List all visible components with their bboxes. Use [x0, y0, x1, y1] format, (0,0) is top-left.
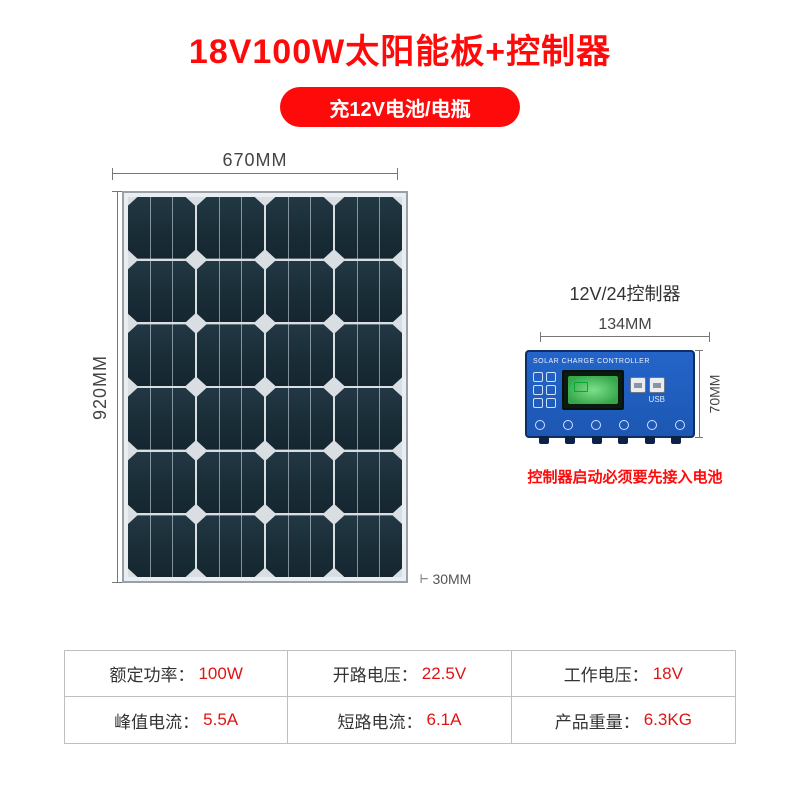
controller-terminals [539, 436, 681, 444]
solar-cell [266, 261, 333, 323]
controller-lcd [562, 370, 624, 410]
solar-panel-block: 670MM 920MM ⊢ 30MM [90, 150, 420, 583]
spec-cell: 短路电流：6.1A [288, 697, 511, 743]
controller-usb-label: USB [630, 395, 665, 404]
solar-cell [128, 515, 195, 577]
solar-cell [266, 452, 333, 514]
spec-label: 额定功率： [109, 661, 194, 686]
panel-width-dimension: 670MM [90, 150, 420, 171]
solar-cell [266, 324, 333, 386]
controller-height-dimension: 70MM [703, 350, 725, 438]
solar-cell [197, 197, 264, 259]
spec-label: 峰值电流： [114, 708, 199, 733]
spec-cell: 开路电压：22.5V [288, 651, 511, 697]
usb-port-icon [649, 377, 665, 393]
solar-cell [266, 515, 333, 577]
solar-cell [197, 261, 264, 323]
spec-label: 产品重量： [555, 708, 640, 733]
solar-cell [335, 197, 402, 259]
solar-cell [128, 261, 195, 323]
spec-table: 额定功率：100W开路电压：22.5V工作电压：18V峰值电流：5.5A短路电流… [64, 650, 736, 744]
spec-label: 工作电压： [564, 661, 649, 686]
controller-height-rule [695, 350, 703, 438]
spec-cell: 峰值电流：5.5A [65, 697, 288, 743]
controller-title: 12V/24控制器 [510, 280, 740, 306]
solar-cell [197, 324, 264, 386]
controller-device-label: SOLAR CHARGE CONTROLLER [533, 358, 687, 365]
solar-panel-graphic [122, 191, 408, 583]
panel-height-dimension: 920MM [90, 191, 112, 583]
spec-value: 100W [198, 664, 242, 684]
controller-bottom-icons [535, 420, 685, 430]
controller-width-dimension: 134MM [510, 316, 740, 334]
solar-cell [128, 197, 195, 259]
solar-cell [197, 388, 264, 450]
product-infographic: 18V100W太阳能板+控制器 充12V电池/电瓶 670MM 920MM ⊢ … [0, 0, 800, 800]
solar-cell [335, 261, 402, 323]
controller-usb-ports [630, 377, 665, 393]
controller-graphic: SOLAR CHARGE CONTROLLER USB [525, 350, 695, 438]
spec-value: 6.3KG [644, 710, 692, 730]
solar-cell [197, 452, 264, 514]
controller-block: 12V/24控制器 134MM SOLAR CHARGE CONTROLLER [510, 280, 740, 487]
panel-width-rule [112, 173, 398, 185]
solar-cell [335, 324, 402, 386]
solar-cell [335, 452, 402, 514]
main-title: 18V100W太阳能板+控制器 [0, 0, 800, 73]
spec-value: 6.1A [427, 710, 462, 730]
subtitle-pill: 充12V电池/电瓶 [280, 87, 520, 127]
spec-value: 5.5A [203, 710, 238, 730]
spec-cell: 额定功率：100W [65, 651, 288, 697]
spec-cell: 产品重量：6.3KG [512, 697, 735, 743]
solar-cell [128, 324, 195, 386]
spec-label: 开路电压： [333, 661, 418, 686]
controller-left-icons [533, 372, 556, 408]
spec-value: 22.5V [422, 664, 466, 684]
spec-value: 18V [653, 664, 683, 684]
solar-cell [128, 452, 195, 514]
solar-cell [266, 197, 333, 259]
panel-height-rule [112, 191, 122, 583]
solar-cell [197, 515, 264, 577]
controller-warning: 控制器启动必须要先接入电池 [510, 466, 740, 487]
usb-port-icon [630, 377, 646, 393]
spec-label: 短路电流： [338, 708, 423, 733]
controller-width-rule [540, 336, 710, 346]
solar-cell [266, 388, 333, 450]
solar-cell [335, 515, 402, 577]
spec-cell: 工作电压：18V [512, 651, 735, 697]
solar-cell [335, 388, 402, 450]
panel-depth-dimension: ⊢ 30MM [420, 571, 471, 587]
solar-cell [128, 388, 195, 450]
